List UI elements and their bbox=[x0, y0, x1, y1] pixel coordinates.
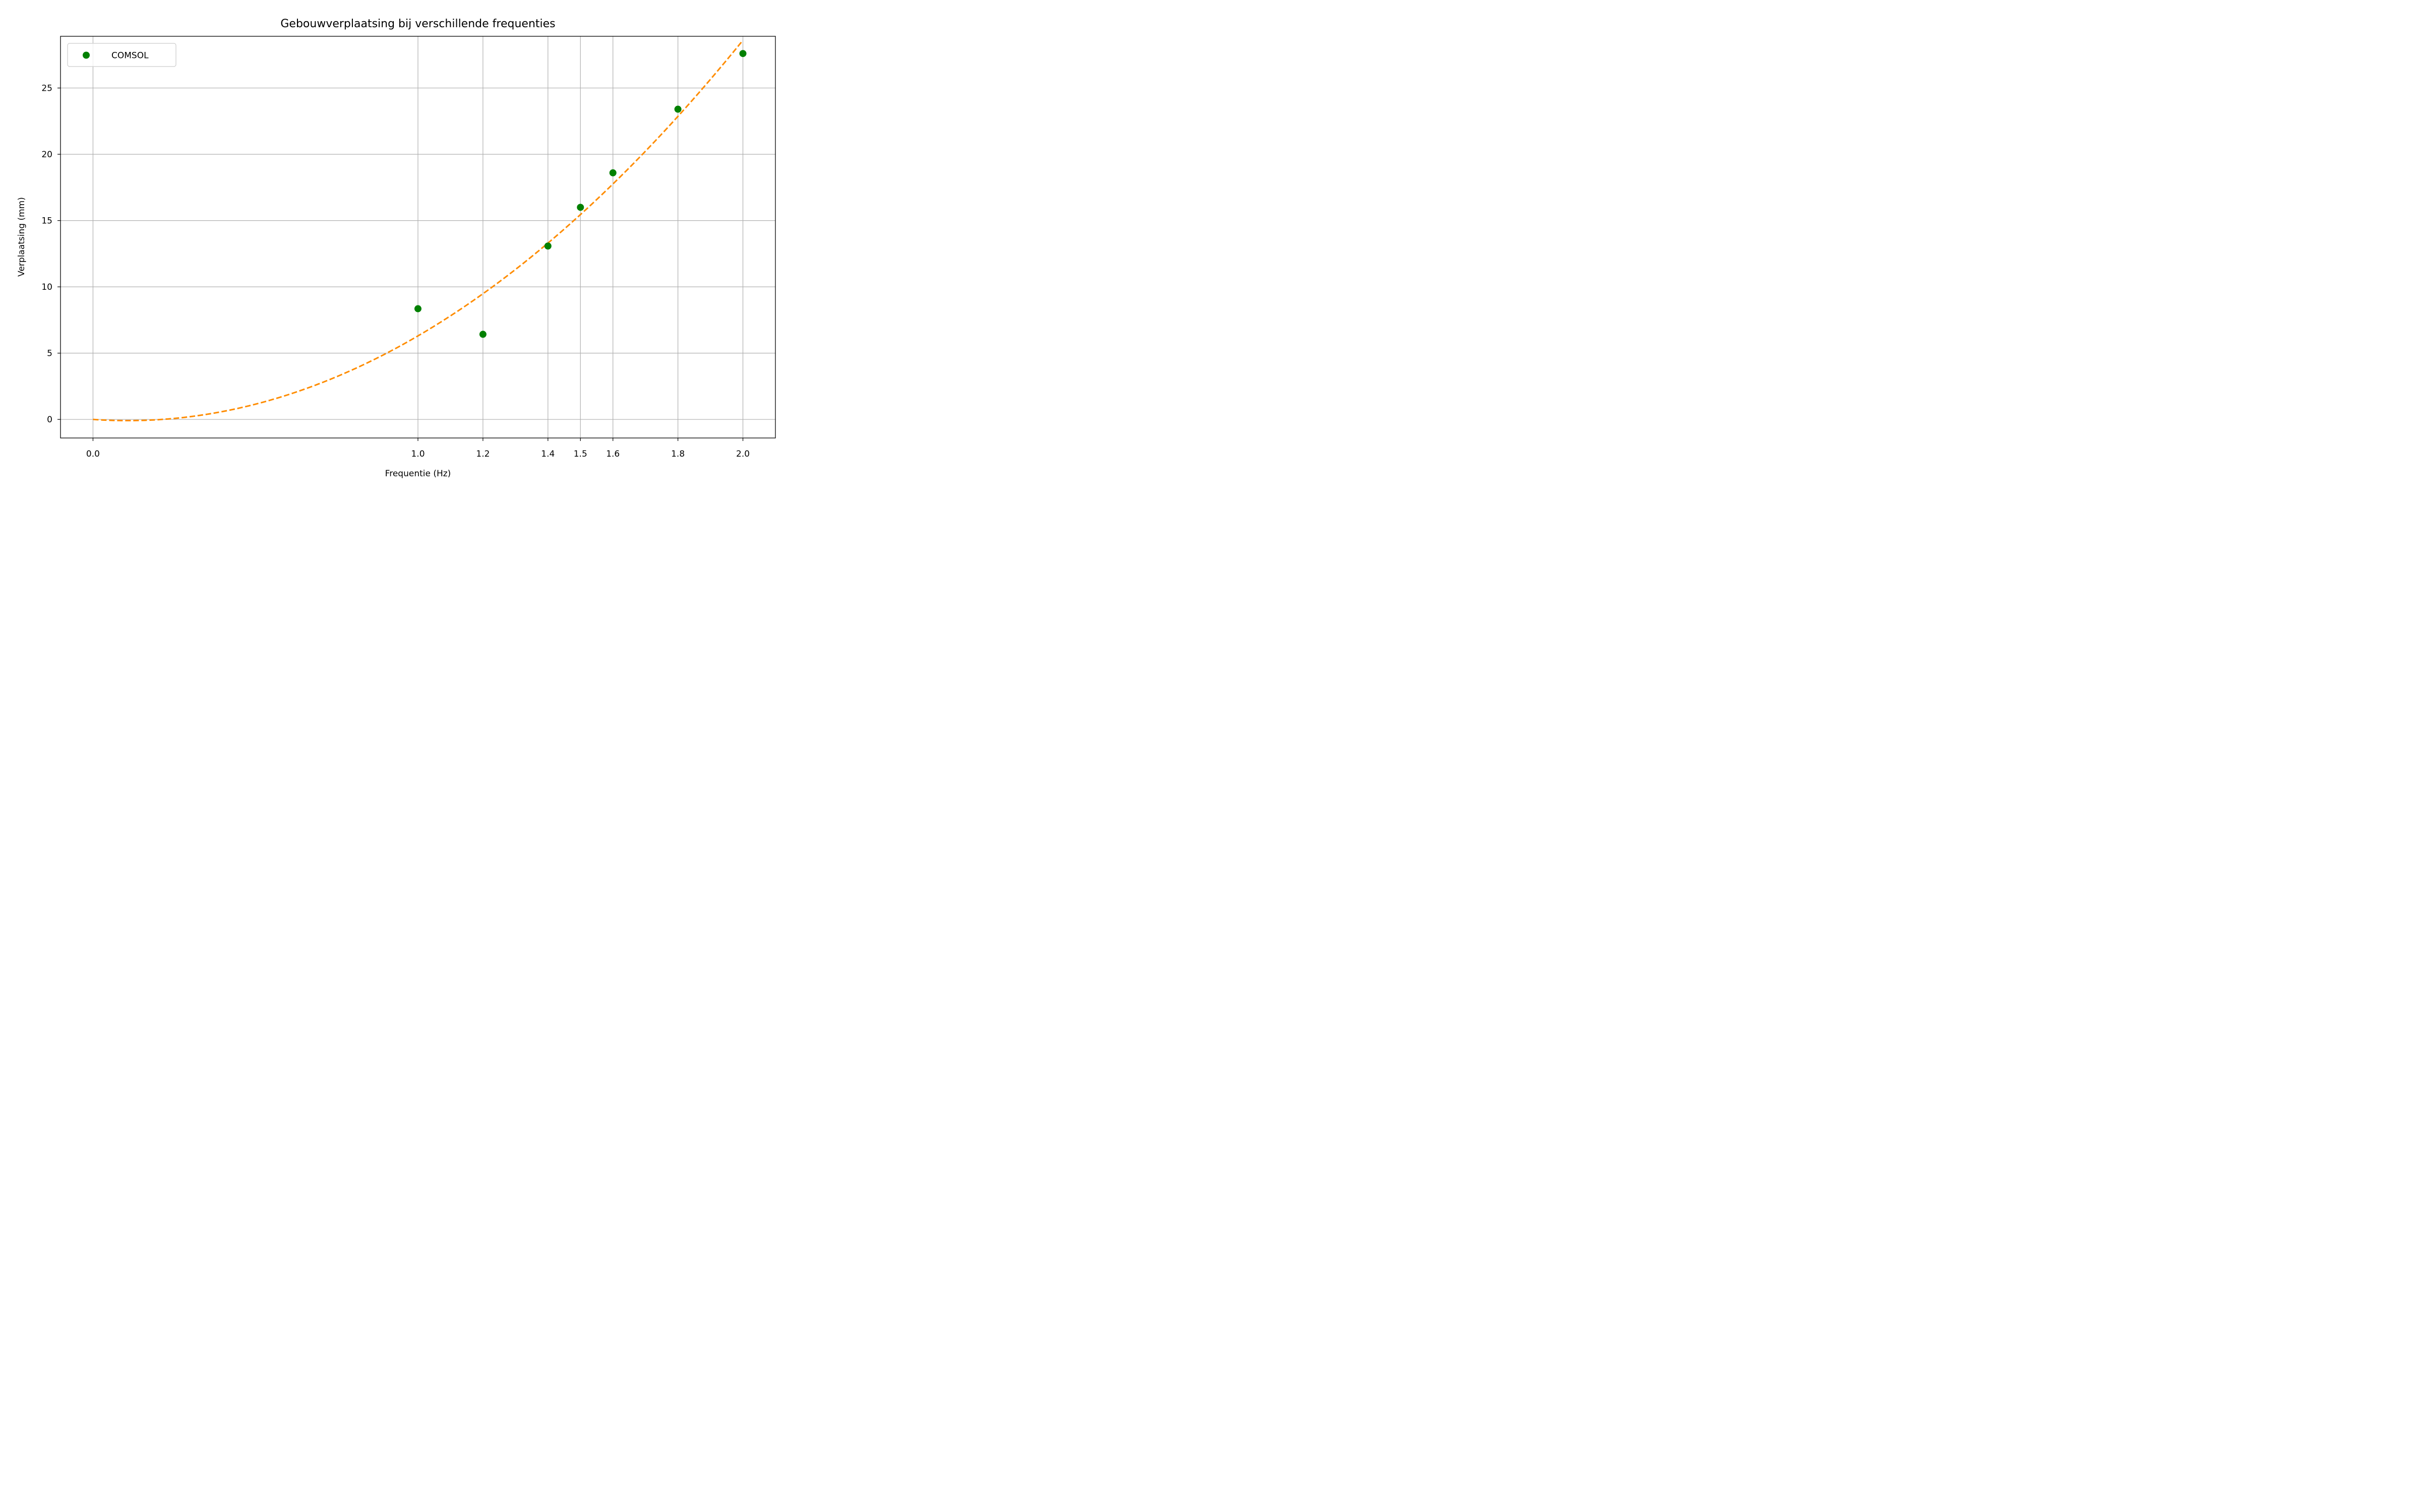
data-points bbox=[414, 50, 747, 338]
y-axis: 0 5 10 15 20 25 bbox=[41, 84, 60, 425]
x-tick-label: 1.0 bbox=[411, 449, 425, 459]
grid bbox=[60, 36, 775, 438]
legend-label: COMSOL bbox=[111, 51, 149, 61]
x-tick-label: 2.0 bbox=[736, 449, 750, 459]
data-point bbox=[739, 50, 747, 57]
x-tick-label: 1.6 bbox=[606, 449, 620, 459]
fit-curve-line bbox=[93, 39, 744, 422]
data-point bbox=[414, 305, 421, 312]
legend: COMSOL bbox=[67, 43, 176, 67]
fit-curve bbox=[93, 39, 744, 422]
y-tick-label: 10 bbox=[41, 282, 52, 292]
chart-title: Gebouwverplaatsing bij verschillende fre… bbox=[280, 18, 555, 30]
y-tick-label: 0 bbox=[47, 415, 52, 425]
x-axis-label: Frequentie (Hz) bbox=[385, 469, 451, 479]
data-point bbox=[577, 204, 584, 211]
data-point bbox=[674, 105, 682, 113]
x-tick-label: 1.4 bbox=[541, 449, 555, 459]
x-tick-label: 1.5 bbox=[574, 449, 587, 459]
data-point bbox=[544, 242, 552, 250]
y-tick-label: 5 bbox=[47, 349, 52, 359]
x-tick-label: 1.2 bbox=[476, 449, 490, 459]
y-axis-label: Verplaatsing (mm) bbox=[17, 197, 27, 277]
x-axis: 0.0 1.0 1.2 1.4 1.5 1.6 1.8 2.0 bbox=[86, 438, 750, 459]
y-tick-label: 20 bbox=[41, 150, 52, 160]
y-tick-label: 25 bbox=[41, 84, 52, 94]
data-point bbox=[479, 331, 487, 338]
legend-marker bbox=[83, 51, 90, 59]
y-tick-label: 15 bbox=[41, 216, 52, 226]
legend-box bbox=[67, 43, 176, 67]
x-tick-label: 1.8 bbox=[671, 449, 685, 459]
data-point bbox=[609, 169, 617, 176]
x-tick-label: 0.0 bbox=[86, 449, 100, 459]
chart: Gebouwverplaatsing bij verschillende fre… bbox=[17, 18, 776, 479]
